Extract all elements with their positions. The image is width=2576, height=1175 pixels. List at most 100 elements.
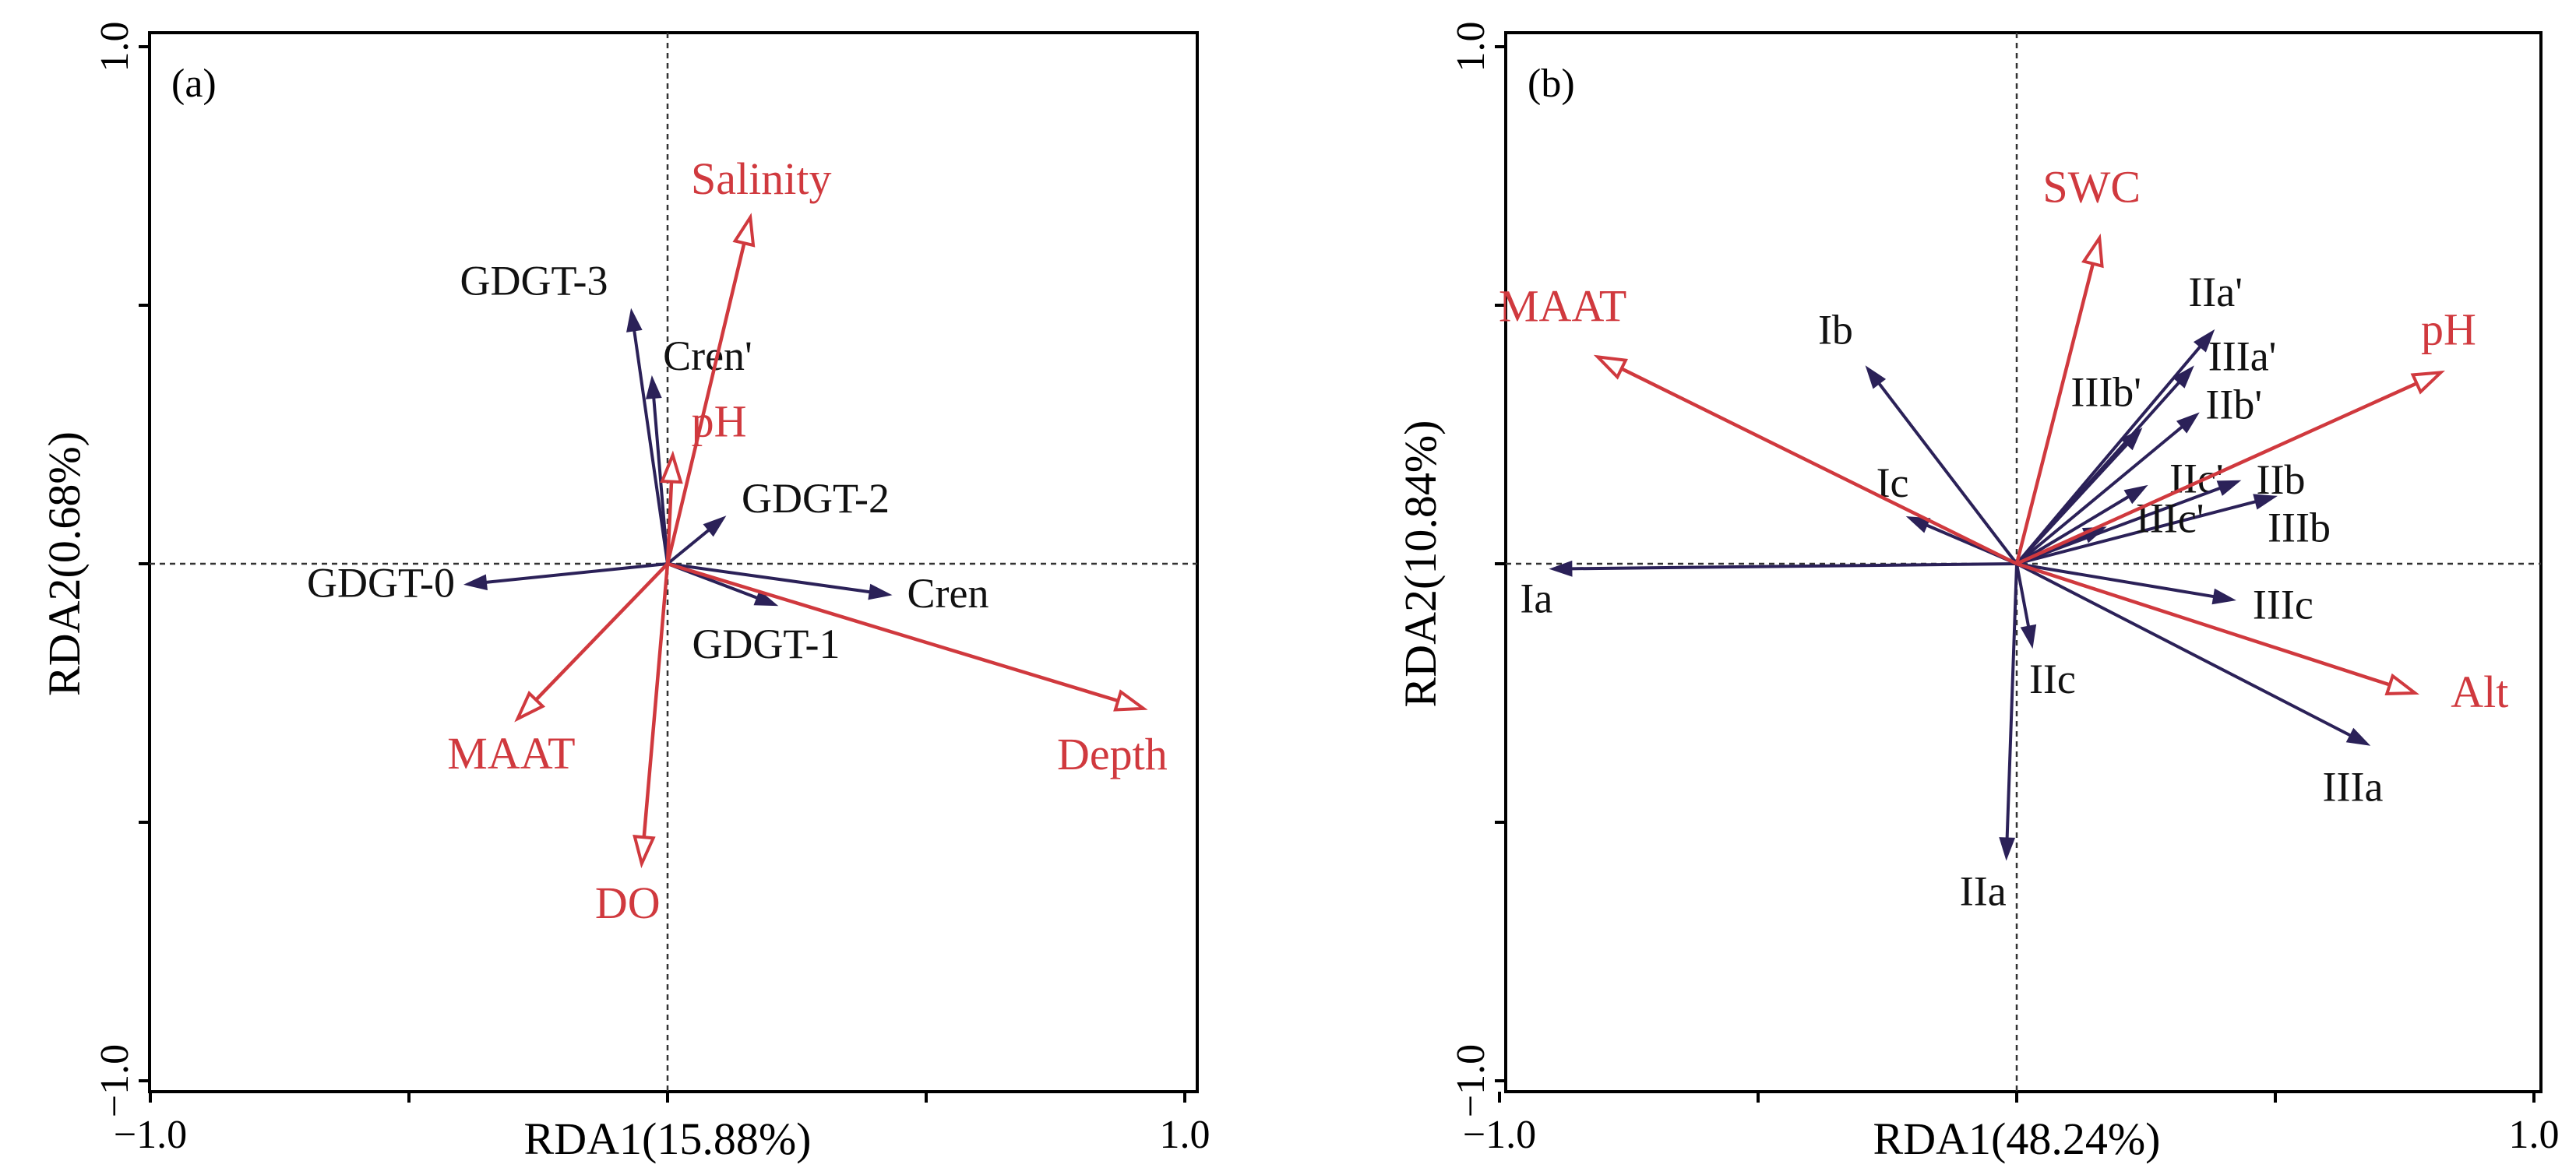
- environment-arrow-shaft: [665, 481, 674, 565]
- panel-label: (a): [171, 62, 217, 106]
- variable-label: Ic: [1876, 459, 1909, 506]
- variable-label: IIIb: [2268, 505, 2331, 551]
- environment-label: Salinity: [691, 153, 831, 204]
- variable-arrow-shaft: [2015, 563, 2031, 628]
- y-axis-title: RDA2(0.68%): [39, 431, 90, 696]
- variable-arrow: [2015, 563, 2037, 649]
- environment-arrow-shaft: [2014, 263, 2095, 565]
- environment-arrow-shaft: [2016, 561, 2391, 687]
- variable-arrow: [626, 308, 669, 565]
- environment-label: SWC: [2042, 162, 2141, 213]
- environment-arrow: [2014, 233, 2104, 565]
- environment-label: Alt: [2451, 667, 2508, 717]
- variable-label: GDGT-0: [307, 560, 455, 607]
- environment-arrow-shaft: [2016, 382, 2418, 566]
- variable-label: IIc: [2029, 656, 2076, 702]
- variable-label: Ia: [1520, 575, 1552, 622]
- variable-arrow-head: [2020, 624, 2037, 649]
- environment-label: Depth: [1057, 729, 1168, 779]
- variable-arrow: [463, 562, 668, 591]
- variable-label: IIa: [1960, 867, 2007, 914]
- variable-arrow-shaft: [1571, 562, 2017, 571]
- x-tick-label-max: 1.0: [2509, 1113, 2560, 1157]
- environment-arrow-head: [732, 213, 756, 248]
- variable-arrow-head: [2123, 484, 2148, 505]
- environment-arrow-head: [660, 450, 683, 484]
- environment-arrow: [660, 450, 683, 565]
- y-tick-label-max: 1.0: [1449, 22, 1493, 72]
- variable-arrow-head: [645, 375, 662, 399]
- y-axis-title: RDA2(10.84%): [1395, 420, 1446, 708]
- variable-arrow: [1865, 365, 2018, 565]
- x-tick-label-min: −1.0: [114, 1113, 187, 1157]
- variable-arrow-shaft: [485, 562, 668, 584]
- variable-arrow-head: [626, 308, 643, 332]
- variable-arrow-shaft: [2015, 495, 2130, 565]
- y-tick-label-max: 1.0: [93, 22, 137, 72]
- rda-panel-a: −1.0 1.0 1.0 −1.0 RDA1(15.88%) RDA2(0.68%) (a)…: [39, 22, 1210, 1165]
- variable-arrow: [2015, 412, 2200, 565]
- variable-arrow: [2015, 427, 2143, 565]
- environment-arrow: [665, 213, 756, 565]
- variable-arrow-shaft: [2016, 500, 2257, 565]
- environment-arrow: [1593, 354, 2017, 566]
- environment-arrow-shaft: [1620, 367, 2017, 566]
- environment-arrow: [667, 561, 1148, 712]
- variable-arrow-head: [1999, 837, 2016, 861]
- variable-arrow: [645, 375, 669, 565]
- variable-arrow-shaft: [1877, 382, 2018, 565]
- variable-arrow-shaft: [2016, 562, 2215, 599]
- environment-arrow-head: [2081, 233, 2104, 269]
- variable-arrow-head: [463, 574, 488, 591]
- panel-label: (b): [1528, 62, 1575, 106]
- variable-label: IIb': [2205, 381, 2262, 427]
- variable-label: IIIc: [2253, 581, 2313, 628]
- variable-label: IIc': [2169, 455, 2224, 501]
- variable-arrow: [1549, 560, 2017, 577]
- environment-arrow-head: [633, 834, 656, 869]
- variable-label: IIa': [2188, 269, 2243, 315]
- variable-arrow-head: [868, 583, 893, 600]
- variable-label: IIIa: [2323, 763, 2384, 810]
- environment-arrow: [633, 563, 670, 869]
- environment-label: pH: [2421, 304, 2476, 354]
- environment-label: DO: [595, 878, 661, 928]
- variable-arrow: [667, 562, 893, 600]
- variable-label: Ib: [1818, 307, 1853, 354]
- variable-arrow: [2016, 562, 2236, 605]
- variable-arrow-head: [2193, 329, 2215, 353]
- environment-arrow-head: [2384, 673, 2419, 695]
- variable-arrow-head: [2345, 727, 2371, 746]
- variable-arrow-shaft: [666, 529, 710, 565]
- variable-arrow-shaft: [2005, 563, 2018, 839]
- variable-label: IIIa': [2208, 333, 2277, 380]
- variable-arrow: [2015, 484, 2148, 565]
- variable-arrow-head: [2120, 427, 2143, 451]
- variable-arrow-shaft: [2015, 425, 2183, 565]
- variable-label: IIIb': [2070, 368, 2141, 415]
- x-axis-title: RDA1(15.88%): [524, 1113, 812, 1164]
- variable-label: IIIc': [2136, 495, 2204, 542]
- environment-arrow-shaft: [534, 562, 669, 702]
- environment-label: pH: [692, 396, 747, 447]
- variable-arrow: [1999, 563, 2018, 861]
- environment-arrow-head: [1113, 689, 1148, 712]
- variable-arrow-shaft: [633, 330, 669, 565]
- variable-arrow-head: [1865, 365, 1887, 389]
- x-axis-title: RDA1(48.24%): [1873, 1113, 2161, 1164]
- environment-arrow: [2016, 561, 2419, 695]
- environment-arrow: [2016, 370, 2445, 566]
- environment-label: MAAT: [447, 728, 575, 779]
- environment-arrow-shaft: [642, 563, 670, 838]
- variable-label: Cren': [663, 332, 752, 379]
- variable-arrow-head: [2211, 588, 2236, 605]
- environment-arrow: [514, 562, 669, 723]
- variable-arrow-shaft: [667, 562, 871, 594]
- environment-arrow-head: [2410, 370, 2445, 395]
- variable-arrow-shaft: [2016, 562, 2352, 737]
- environment-label: MAAT: [1499, 280, 1626, 331]
- environment-arrow-head: [1593, 354, 1629, 380]
- x-tick-label-max: 1.0: [1160, 1113, 1210, 1157]
- variable-label: GDGT-3: [460, 258, 608, 304]
